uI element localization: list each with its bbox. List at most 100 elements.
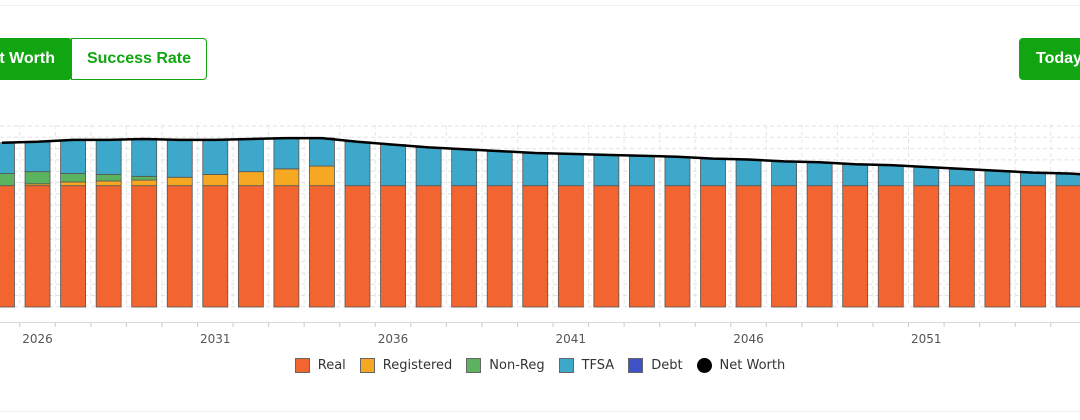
bar-tfsa-2040 (522, 152, 549, 187)
legend-item-non-reg[interactable]: Non-Reg (466, 358, 545, 373)
bar-tfsa-2027 (60, 139, 86, 174)
bar-real-2036 (380, 185, 406, 308)
legend-item-real[interactable]: Real (294, 358, 346, 373)
bar-tfsa-2043 (629, 155, 655, 187)
bar-tfsa-2048 (806, 161, 833, 187)
top-divider (0, 5, 1080, 6)
bar-real-2034 (309, 185, 335, 308)
legend-swatch-debt (628, 358, 644, 373)
bar-tfsa-2031 (202, 139, 229, 175)
bar-real-2050 (877, 185, 904, 308)
x-tick-label-2051: 2051 (911, 332, 942, 346)
net-worth-tab-button[interactable]: Net Worth (0, 38, 72, 80)
bar-real-2033 (273, 185, 300, 308)
bar-tfsa-2046 (735, 159, 762, 187)
bar-real-2029 (131, 185, 158, 308)
bar-tfsa-2044 (664, 156, 691, 187)
legend-swatch-non-reg (466, 358, 482, 373)
bar-tfsa-2052 (948, 168, 975, 187)
bar-tfsa-2051 (913, 166, 940, 187)
bar-nonreg-2029 (131, 175, 158, 181)
bar-nonreg-2028 (95, 174, 122, 182)
x-tick-label-2036: 2036 (378, 332, 409, 346)
bar-tfsa-2026 (24, 141, 51, 173)
legend-item-debt[interactable]: Debt (628, 358, 683, 373)
bar-tfsa-2041 (557, 153, 584, 187)
legend-swatch-real (294, 358, 310, 373)
bar-tfsa-2034 (309, 137, 335, 167)
bar-tfsa-2025 (0, 142, 15, 174)
today-button[interactable]: Today (1019, 38, 1080, 80)
legend-item-registered[interactable]: Registered (359, 358, 453, 373)
bar-real-2037 (415, 185, 442, 308)
bar-registered-2032 (237, 171, 264, 187)
bar-real-2044 (664, 185, 691, 308)
bar-registered-2029 (131, 179, 158, 187)
legend-swatch-registered (359, 358, 375, 373)
bar-real-2039 (486, 185, 513, 308)
legend-label-real: Real (317, 358, 346, 373)
bar-real-2027 (60, 185, 86, 308)
legend-item-net-worth[interactable]: Net Worth (696, 358, 786, 373)
bar-real-2051 (913, 185, 940, 308)
bar-real-2038 (451, 185, 478, 308)
bar-real-2046 (735, 185, 762, 308)
bar-tfsa-2050 (877, 164, 904, 187)
legend-label-registered: Registered (382, 358, 453, 373)
bar-nonreg-2026 (24, 171, 51, 185)
legend-item-tfsa[interactable]: TFSA (558, 358, 615, 373)
bottom-divider (0, 411, 1080, 412)
bar-tfsa-2049 (842, 163, 869, 187)
chart-bars (0, 137, 1080, 308)
legend-label-non-reg: Non-Reg (489, 358, 545, 373)
bar-real-2045 (700, 185, 726, 308)
bar-tfsa-2036 (380, 144, 406, 187)
bar-tfsa-2039 (486, 150, 513, 187)
x-tick-label-2046: 2046 (733, 332, 764, 346)
bar-real-2040 (522, 185, 549, 308)
bar-tfsa-2055 (1055, 173, 1080, 187)
bar-real-2053 (984, 185, 1011, 308)
bar-tfsa-2047 (771, 161, 797, 187)
bar-tfsa-2032 (237, 138, 264, 173)
bar-real-2030 (166, 185, 193, 308)
bar-real-2049 (842, 185, 869, 308)
bar-real-2043 (629, 185, 655, 308)
bar-tfsa-2045 (700, 158, 726, 187)
bar-tfsa-2037 (415, 147, 442, 187)
bar-real-2035 (344, 185, 371, 308)
bar-real-2032 (237, 185, 264, 308)
chart-x-axis: 2026203120362041204620512056 (0, 322, 1080, 346)
bar-tfsa-2038 (451, 148, 478, 187)
bar-tfsa-2042 (593, 154, 620, 187)
bar-registered-2031 (202, 174, 229, 187)
bar-real-2052 (948, 185, 975, 308)
bar-nonreg-2027 (60, 173, 86, 183)
legend-dot-net-worth (696, 358, 712, 373)
bar-real-2025 (0, 185, 15, 308)
bar-registered-2030 (166, 176, 193, 187)
success-rate-tab-button[interactable]: Success Rate (71, 38, 207, 80)
bar-nonreg-2025 (0, 173, 15, 187)
bar-registered-2027 (60, 181, 86, 187)
bar-tfsa-2035 (344, 141, 371, 187)
x-tick-label-2041: 2041 (556, 332, 587, 346)
net-worth-line (1, 136, 1080, 177)
bar-real-2042 (593, 185, 620, 308)
bar-real-2055 (1055, 185, 1080, 308)
bar-tfsa-2033 (273, 137, 300, 170)
legend-label-tfsa: TFSA (581, 358, 615, 373)
chart-legend: Real Registered Non-Reg TFSA Debt Net Wo… (0, 358, 1080, 373)
bar-tfsa-2028 (95, 139, 122, 175)
legend-label-debt: Debt (651, 358, 683, 373)
bar-real-2026 (24, 185, 51, 308)
bar-real-2031 (202, 185, 229, 308)
bar-registered-2033 (273, 168, 300, 187)
bar-real-2028 (95, 185, 122, 308)
bar-real-2048 (806, 185, 833, 308)
bar-tfsa-2029 (131, 138, 158, 177)
bar-registered-2034 (309, 165, 335, 187)
legend-label-net-worth: Net Worth (719, 358, 786, 373)
legend-swatch-tfsa (558, 358, 574, 373)
